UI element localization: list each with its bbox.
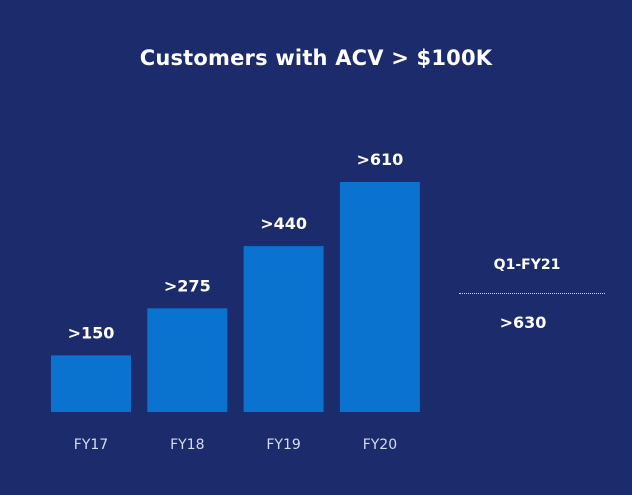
callout-value: >630 <box>499 313 547 332</box>
data-label-fy19: >440 <box>260 214 307 233</box>
callout-label: Q1-FY21 <box>493 257 561 273</box>
bar-fy19 <box>243 246 324 412</box>
x-tick-fy17: FY17 <box>74 437 108 453</box>
x-tick-fy20: FY20 <box>363 437 397 453</box>
bar-fy20 <box>339 182 420 412</box>
data-label-fy17: >150 <box>68 323 115 342</box>
data-label-fy20: >610 <box>356 150 403 169</box>
x-tick-fy19: FY19 <box>266 437 300 453</box>
x-axis-ticks: FY17 FY18 FY19 FY20 <box>74 437 397 453</box>
q1-fy21-callout: Q1-FY21 >630 <box>455 257 615 332</box>
bars-layer <box>51 182 420 412</box>
callout-dotted-divider <box>459 293 605 294</box>
data-label-fy18: >275 <box>164 276 211 295</box>
data-labels-layer: >150 >275 >440 >610 <box>68 150 404 342</box>
bar-fy18 <box>147 308 228 412</box>
bar-fy17 <box>51 355 131 412</box>
chart-title: Customers with ACV > $100K <box>139 46 493 70</box>
x-tick-fy18: FY18 <box>170 437 204 453</box>
